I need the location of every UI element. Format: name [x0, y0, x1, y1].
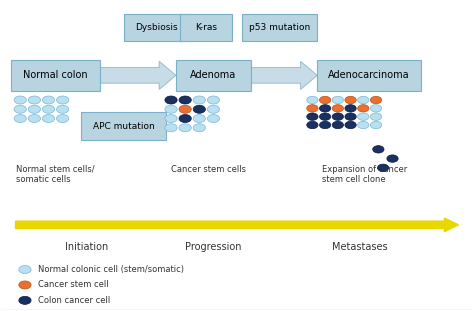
Circle shape	[56, 114, 69, 123]
Circle shape	[307, 121, 318, 129]
Circle shape	[28, 105, 40, 113]
Circle shape	[193, 96, 205, 104]
Text: Normal colonic cell (stem/somatic): Normal colonic cell (stem/somatic)	[38, 265, 184, 274]
Polygon shape	[251, 62, 317, 89]
Polygon shape	[100, 62, 176, 89]
Text: Dysbiosis: Dysbiosis	[136, 23, 178, 32]
Circle shape	[319, 96, 331, 104]
Text: Expansion of cancer
stem cell clone: Expansion of cancer stem cell clone	[322, 165, 407, 184]
Circle shape	[307, 104, 318, 112]
Text: Normal stem cells/
somatic cells: Normal stem cells/ somatic cells	[16, 165, 94, 184]
Circle shape	[165, 105, 177, 113]
Circle shape	[14, 114, 27, 123]
Text: Metastases: Metastases	[332, 242, 387, 252]
Text: Progression: Progression	[185, 242, 242, 252]
Circle shape	[370, 113, 382, 120]
Circle shape	[370, 121, 382, 129]
Circle shape	[14, 96, 27, 104]
Circle shape	[207, 96, 219, 104]
Circle shape	[179, 124, 191, 132]
Circle shape	[42, 96, 55, 104]
Circle shape	[19, 266, 31, 274]
Circle shape	[357, 121, 369, 129]
FancyBboxPatch shape	[124, 14, 190, 41]
Circle shape	[207, 114, 219, 123]
Circle shape	[179, 114, 191, 123]
Circle shape	[19, 281, 31, 289]
Circle shape	[193, 124, 205, 132]
FancyBboxPatch shape	[82, 112, 166, 140]
Circle shape	[56, 105, 69, 113]
Circle shape	[193, 105, 205, 113]
Circle shape	[319, 113, 331, 120]
Text: Cancer stem cell: Cancer stem cell	[38, 281, 109, 290]
Circle shape	[207, 105, 219, 113]
Circle shape	[357, 96, 369, 104]
Circle shape	[56, 96, 69, 104]
Circle shape	[179, 105, 191, 113]
Text: Initiation: Initiation	[64, 242, 108, 252]
Circle shape	[332, 113, 344, 120]
Circle shape	[165, 114, 177, 123]
Circle shape	[319, 121, 331, 129]
Circle shape	[28, 114, 40, 123]
Circle shape	[307, 113, 318, 120]
Circle shape	[165, 96, 177, 104]
Text: K-ras: K-ras	[195, 23, 218, 32]
Circle shape	[345, 113, 356, 120]
Circle shape	[14, 105, 27, 113]
Circle shape	[28, 96, 40, 104]
Circle shape	[193, 114, 205, 123]
Circle shape	[165, 124, 177, 132]
FancyBboxPatch shape	[176, 60, 251, 91]
Text: Adenocarcinoma: Adenocarcinoma	[328, 70, 410, 80]
Circle shape	[332, 96, 344, 104]
Circle shape	[332, 104, 344, 112]
Circle shape	[307, 96, 318, 104]
Text: Colon cancer cell: Colon cancer cell	[38, 296, 110, 305]
Circle shape	[357, 104, 369, 112]
Circle shape	[387, 155, 398, 162]
Circle shape	[370, 104, 382, 112]
Circle shape	[373, 146, 384, 153]
Circle shape	[42, 105, 55, 113]
Circle shape	[319, 104, 331, 112]
Circle shape	[370, 96, 382, 104]
Text: Cancer stem cells: Cancer stem cells	[171, 165, 246, 174]
Polygon shape	[16, 218, 458, 232]
FancyBboxPatch shape	[242, 14, 317, 41]
FancyBboxPatch shape	[11, 60, 100, 91]
Circle shape	[345, 121, 356, 129]
Text: Adenoma: Adenoma	[191, 70, 237, 80]
Circle shape	[42, 114, 55, 123]
Circle shape	[179, 96, 191, 104]
Circle shape	[345, 104, 356, 112]
Circle shape	[345, 96, 356, 104]
Circle shape	[377, 164, 389, 172]
Circle shape	[332, 121, 344, 129]
Text: APC mutation: APC mutation	[93, 122, 155, 131]
FancyBboxPatch shape	[317, 60, 421, 91]
FancyBboxPatch shape	[181, 14, 232, 41]
Text: p53 mutation: p53 mutation	[249, 23, 310, 32]
Text: Normal colon: Normal colon	[23, 70, 88, 80]
Circle shape	[357, 113, 369, 120]
Circle shape	[19, 296, 31, 304]
